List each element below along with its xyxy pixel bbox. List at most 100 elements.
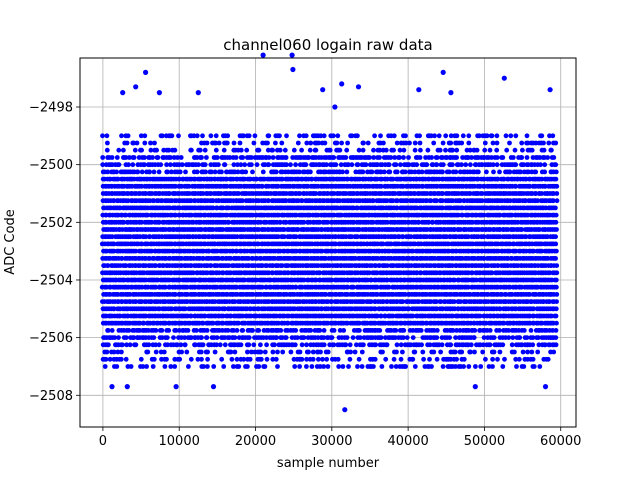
- data-point: [336, 364, 342, 369]
- data-point: [168, 364, 174, 369]
- data-point: [193, 277, 198, 283]
- data-point: [236, 320, 242, 326]
- data-point: [293, 328, 299, 333]
- data-point: [292, 364, 298, 369]
- data-point: [153, 263, 159, 268]
- data-point: [204, 335, 210, 340]
- data-point: [143, 234, 149, 240]
- data-point: [454, 147, 460, 153]
- data-point: [132, 147, 138, 153]
- data-point: [291, 147, 297, 153]
- data-point: [316, 356, 321, 362]
- data-point: [229, 356, 235, 362]
- data-point: [169, 169, 174, 175]
- data-point: [234, 284, 240, 290]
- data-point: [224, 212, 230, 218]
- data-point: [321, 328, 327, 333]
- data-point: [381, 140, 386, 146]
- data-point: [259, 284, 265, 290]
- data-point: [139, 219, 145, 225]
- data-point: [384, 342, 390, 348]
- data-point: [379, 364, 385, 369]
- data-point: [189, 147, 194, 153]
- data-point: [447, 335, 452, 340]
- data-point: [418, 328, 424, 333]
- data-point: [166, 191, 172, 196]
- data-point: [200, 256, 206, 261]
- data-point: [224, 176, 230, 182]
- data-point: [151, 335, 157, 340]
- data-point: [194, 169, 200, 175]
- data-point: [142, 155, 147, 160]
- data-point: [350, 335, 356, 340]
- data-point: [270, 349, 276, 355]
- data-point: [324, 356, 330, 362]
- data-point: [284, 133, 289, 139]
- data-point: [186, 183, 192, 189]
- data-point: [231, 328, 237, 333]
- data-point: [340, 169, 345, 175]
- data-point: [142, 133, 148, 139]
- data-point: [219, 356, 225, 362]
- data-point: [145, 212, 151, 218]
- data-point: [182, 306, 188, 312]
- data-point: [119, 256, 125, 261]
- data-point: [214, 155, 220, 160]
- data-point: [425, 147, 431, 153]
- data-point: [258, 356, 264, 362]
- data-point: [106, 342, 111, 348]
- data-point: [240, 198, 245, 204]
- data-point: [313, 147, 319, 153]
- data-point: [233, 155, 239, 160]
- data-point: [348, 349, 353, 355]
- data-point: [164, 162, 170, 168]
- data-point: [344, 335, 350, 340]
- data-point: [155, 155, 161, 160]
- data-point: [333, 162, 339, 168]
- data-point: [216, 140, 222, 146]
- data-point: [220, 313, 226, 319]
- data-point: [120, 342, 125, 348]
- data-point: [184, 284, 190, 290]
- data-point: [306, 349, 311, 355]
- data-point: [234, 356, 240, 362]
- data-point: [214, 335, 220, 340]
- data-point: [109, 328, 115, 333]
- data-point: [140, 364, 146, 369]
- data-point: [123, 212, 129, 218]
- data-point: [214, 205, 220, 211]
- data-point: [459, 349, 465, 355]
- data-point: [121, 219, 127, 225]
- data-point: [206, 248, 212, 254]
- data-point: [439, 342, 445, 348]
- data-point: [309, 364, 315, 369]
- data-point: [454, 133, 460, 139]
- data-point: [151, 169, 157, 175]
- data-point: [241, 133, 246, 139]
- data-point: [251, 140, 257, 146]
- data-point: [116, 162, 122, 168]
- data-point: [402, 169, 408, 175]
- data-point: [232, 349, 238, 355]
- data-point: [195, 356, 201, 362]
- data-point: [135, 169, 141, 175]
- data-point: [249, 162, 254, 168]
- data-point: [209, 169, 214, 175]
- data-point: [303, 162, 309, 168]
- data-point: [142, 140, 148, 146]
- data-point: [114, 169, 119, 175]
- data-point: [334, 140, 340, 146]
- data-point: [417, 140, 423, 146]
- data-point: [182, 335, 188, 340]
- data-point: [189, 212, 194, 218]
- data-point: [199, 227, 204, 232]
- data-point: [121, 147, 126, 153]
- data-point: [400, 349, 405, 355]
- data-point: [114, 155, 120, 160]
- data-point: [205, 349, 211, 355]
- data-point: [184, 349, 190, 355]
- data-point: [123, 155, 129, 160]
- data-point: [329, 335, 335, 340]
- data-point: [304, 364, 309, 369]
- data-point: [383, 356, 389, 362]
